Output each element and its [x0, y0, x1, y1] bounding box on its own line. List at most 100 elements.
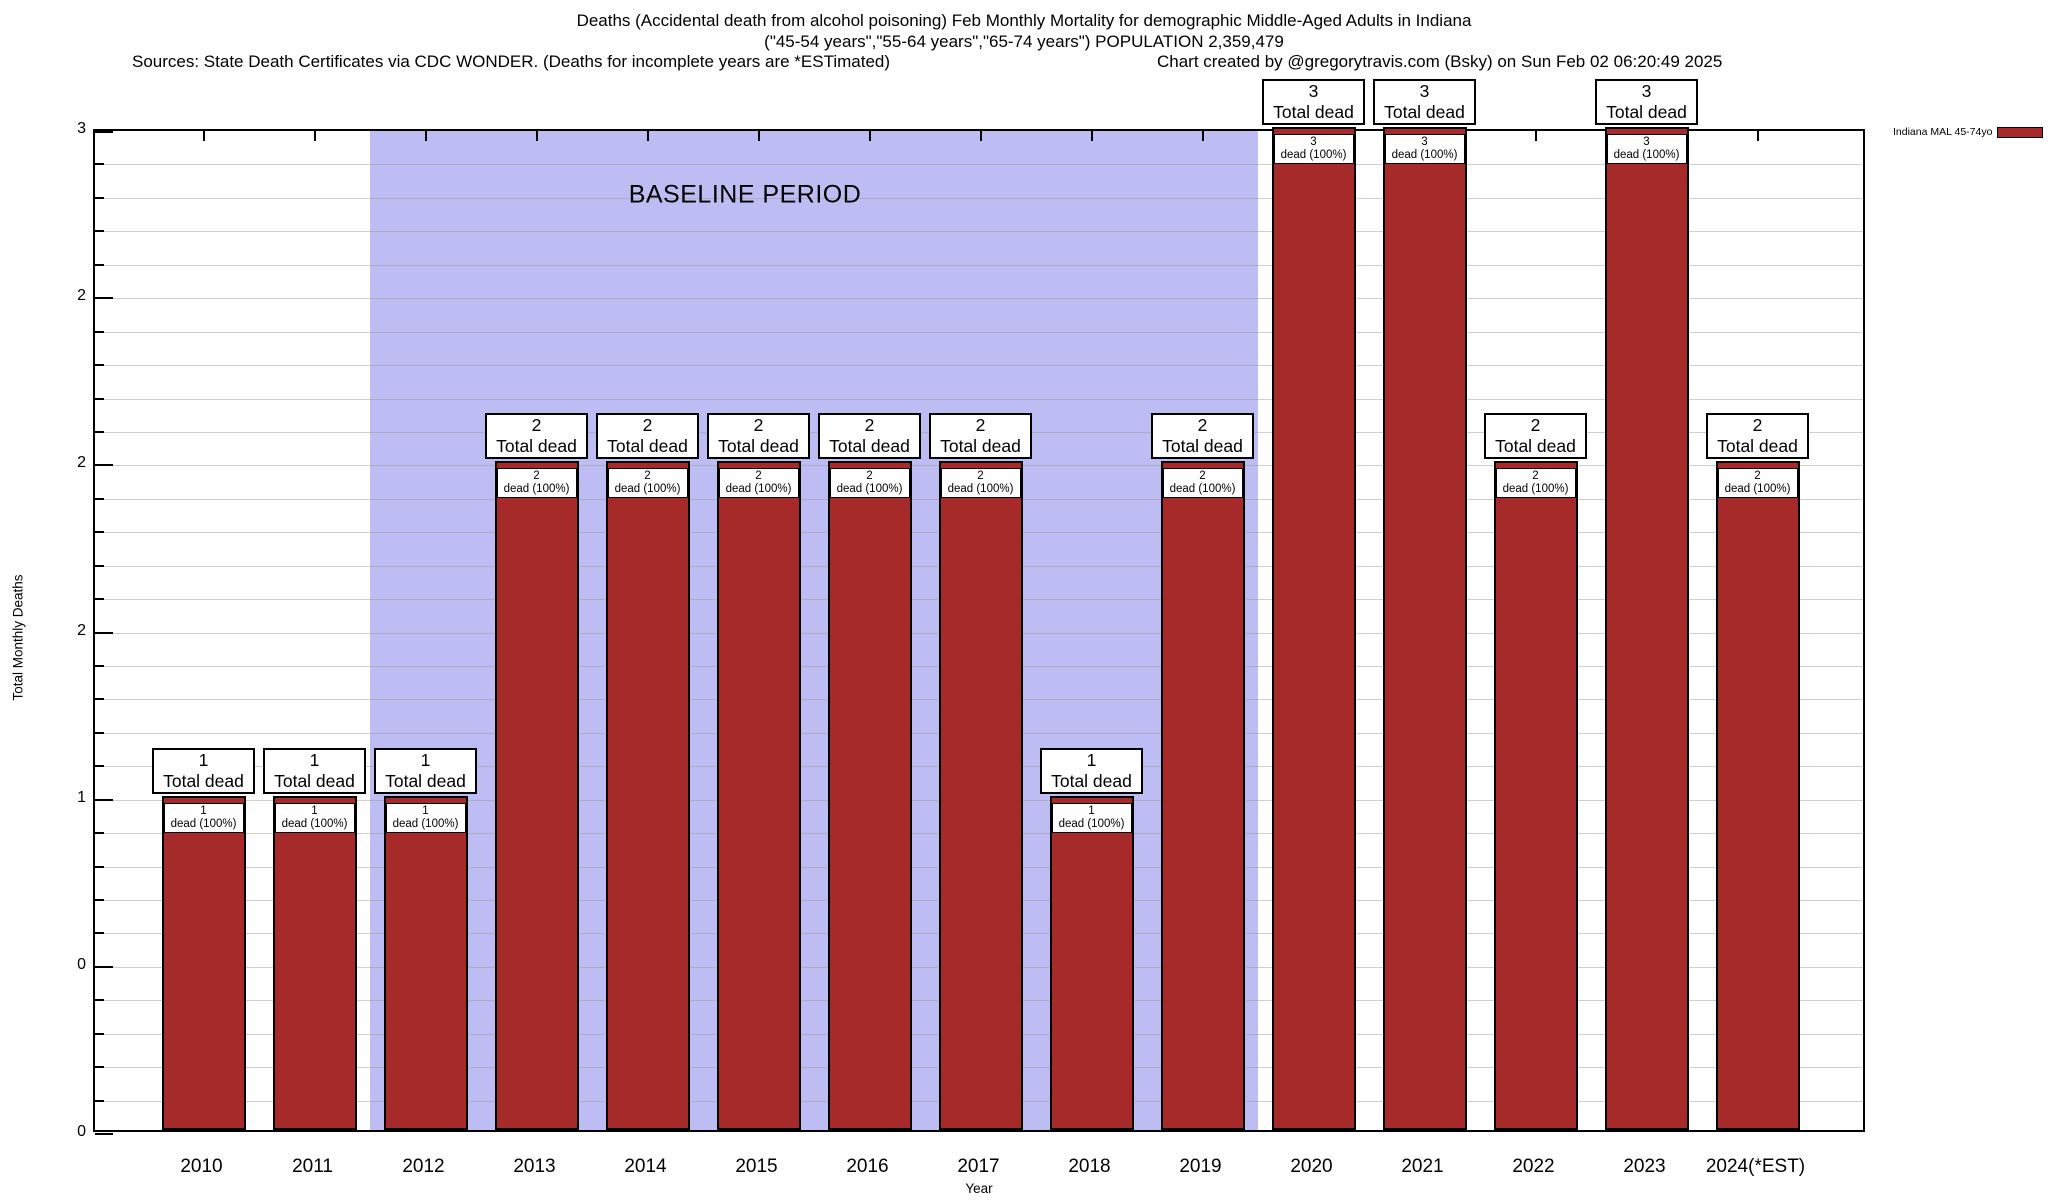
gridline [95, 398, 1863, 400]
total-dead-count: 2 [642, 415, 653, 436]
bar-value-caption: dead (100%) [1280, 149, 1347, 161]
total-dead-count: 3 [1419, 81, 1430, 101]
bar-value-box: 2 dead (100%) [718, 468, 799, 499]
bar: 2 dead (100%) [1493, 461, 1578, 1130]
x-tick-label: 2012 [402, 1156, 445, 1177]
y-tick-mark [95, 196, 104, 199]
total-dead-box: 2 Total dead [1151, 413, 1254, 460]
total-dead-caption: Total dead [1273, 102, 1354, 122]
bar-value-count: 3 [1310, 136, 1317, 148]
baseline-period-label: BASELINE PERIOD [628, 180, 862, 209]
bar-value-box: 2 dead (100%) [1162, 468, 1243, 499]
bar-value-caption: dead (100%) [281, 817, 348, 830]
total-dead-caption: Total dead [718, 436, 799, 457]
bar-value-box: 2 dead (100%) [607, 468, 688, 499]
chart-title: Deaths (Accidental death from alcohol po… [576, 11, 1472, 30]
total-dead-caption: Total dead [1384, 102, 1465, 122]
bar-value-box: 2 dead (100%) [496, 468, 577, 499]
total-dead-count: 3 [1308, 81, 1319, 101]
y-tick-mark [95, 698, 104, 701]
x-tick-label: 2021 [1401, 1156, 1444, 1177]
y-tick-mark [95, 664, 104, 667]
total-dead-caption: Total dead [607, 436, 688, 457]
y-tick-mark [95, 1099, 104, 1102]
x-tick-label: 2014 [624, 1156, 667, 1177]
x-tick-mark [979, 131, 982, 141]
bar: 2 dead (100%) [827, 461, 912, 1130]
y-tick-mark [95, 430, 104, 433]
bar-value-box: 1 dead (100%) [385, 802, 466, 833]
total-dead-caption: Total dead [1051, 770, 1132, 791]
bar-value-box: 2 dead (100%) [1717, 468, 1798, 499]
x-tick-label: 2019 [1179, 1156, 1222, 1177]
gridline [95, 164, 1863, 166]
bar-value-caption: dead (100%) [1169, 483, 1236, 496]
y-tick-mark [95, 598, 104, 601]
total-dead-count: 3 [1641, 81, 1652, 101]
bar-value-box: 1 dead (100%) [1051, 802, 1132, 833]
y-tick-mark [95, 1133, 113, 1135]
x-tick-mark [1090, 131, 1093, 141]
y-tick-mark [95, 497, 104, 500]
bar: 1 dead (100%) [161, 795, 246, 1130]
bar-value-caption: dead (100%) [503, 483, 570, 496]
y-tick-mark [95, 464, 113, 467]
bar-value-count: 2 [1754, 470, 1761, 483]
bar-value-count: 2 [755, 470, 762, 483]
x-axis-title: Year [965, 1181, 993, 1196]
x-tick-label: 2011 [292, 1156, 333, 1177]
x-tick-mark [424, 131, 427, 141]
bar: 2 dead (100%) [938, 461, 1023, 1130]
x-tick-label: 2024(*EST) [1705, 1156, 1806, 1177]
total-dead-box: 2 Total dead [818, 413, 921, 460]
total-dead-box: 2 Total dead [929, 413, 1032, 460]
bar: 1 dead (100%) [272, 795, 357, 1130]
total-dead-box: 3 Total dead [1373, 79, 1476, 125]
bar-value-caption: dead (100%) [1502, 483, 1569, 496]
bar: 2 dead (100%) [1160, 461, 1245, 1130]
y-tick-mark [95, 531, 104, 534]
bar-value-count: 2 [1532, 470, 1539, 483]
x-tick-label: 2015 [735, 1156, 778, 1177]
x-tick-label: 2022 [1512, 1156, 1555, 1177]
y-tick-mark [95, 230, 104, 233]
bar-value-count: 1 [1088, 804, 1095, 817]
total-dead-box: 1 Total dead [152, 747, 255, 794]
y-tick-mark [95, 330, 104, 333]
total-dead-caption: Total dead [1717, 436, 1798, 457]
bar-value-count: 1 [422, 804, 429, 817]
y-tick-mark [95, 798, 113, 801]
total-dead-box: 2 Total dead [707, 413, 810, 460]
gridline [95, 365, 1863, 366]
y-tick-label: 1 [77, 788, 86, 806]
x-tick-mark [202, 131, 205, 141]
total-dead-count: 2 [975, 415, 986, 436]
y-tick-label: 2 [77, 621, 86, 639]
plot-area: BASELINE PERIOD 1 Total dead 1 dead (100… [93, 79, 1865, 1135]
total-dead-count: 1 [420, 749, 431, 770]
x-tick-label: 2020 [1290, 1156, 1333, 1177]
total-dead-caption: Total dead [1606, 102, 1687, 122]
total-dead-box: 1 Total dead [1040, 747, 1143, 794]
bar: 2 dead (100%) [1715, 461, 1800, 1130]
y-tick-mark [95, 1066, 104, 1069]
bar-value-count: 3 [1421, 136, 1428, 148]
x-tick-label: 2010 [180, 1156, 223, 1177]
bar-value-caption: dead (100%) [1058, 817, 1125, 830]
bar-value-count: 2 [644, 470, 651, 483]
bar-value-count: 2 [866, 470, 873, 483]
total-dead-box: 2 Total dead [1706, 413, 1809, 460]
x-tick-mark [868, 131, 871, 141]
y-tick-mark [95, 397, 104, 400]
bar-value-caption: dead (100%) [170, 817, 237, 830]
y-tick-mark [95, 297, 113, 300]
bar-value-box: 2 dead (100%) [940, 468, 1021, 499]
y-tick-mark [95, 131, 113, 133]
bar-value-count: 1 [311, 804, 318, 817]
bar-value-caption: dead (100%) [947, 483, 1014, 496]
y-tick-mark [95, 364, 104, 366]
x-tick-mark [646, 131, 649, 141]
gridline [95, 231, 1863, 233]
credit-note: Chart created by @gregorytravis.com (Bsk… [1157, 52, 1723, 71]
